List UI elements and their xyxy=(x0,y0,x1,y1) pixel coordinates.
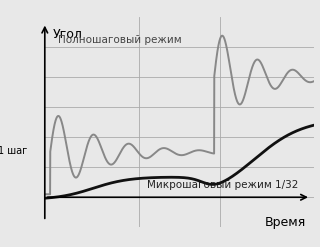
Text: Микрошаговый режим 1/32: Микрошаговый режим 1/32 xyxy=(147,180,298,190)
Text: Полношаговый режим: Полношаговый режим xyxy=(58,35,182,45)
Text: 1 шаг: 1 шаг xyxy=(0,146,27,156)
Text: Угол: Угол xyxy=(53,28,83,41)
Text: Время: Время xyxy=(264,216,306,229)
